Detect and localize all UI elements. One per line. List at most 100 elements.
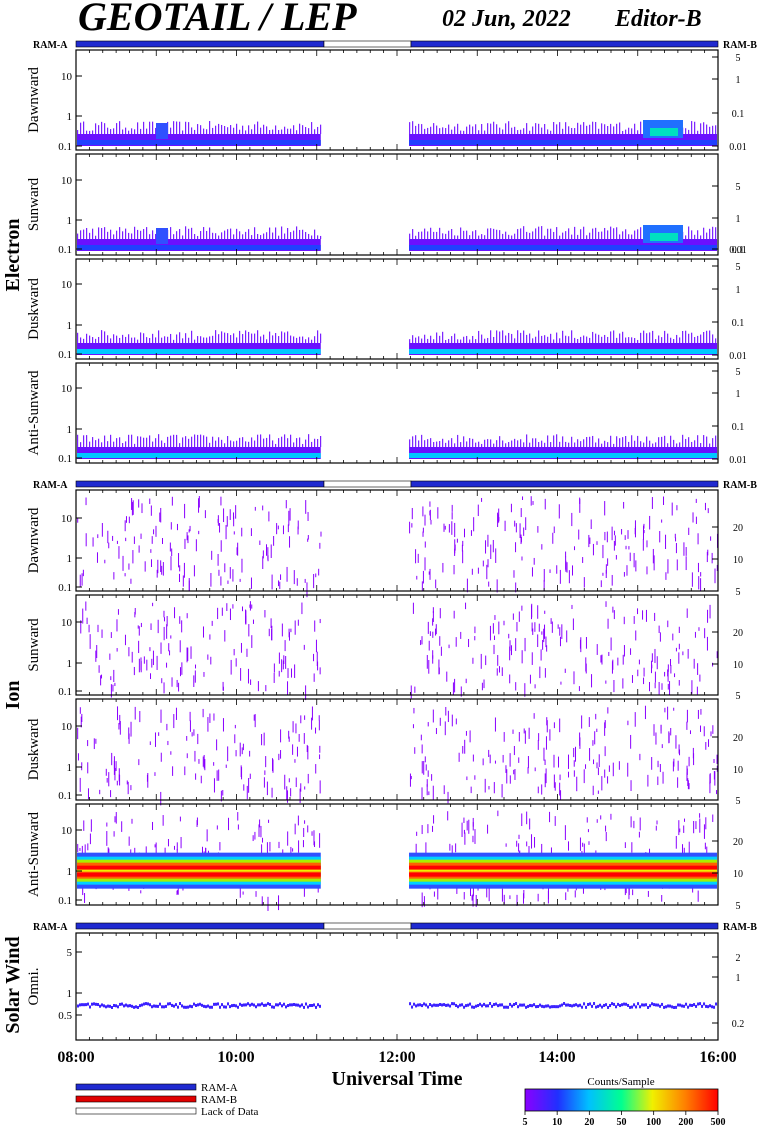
spectrogram-speck [538, 123, 540, 134]
y-tick-label-right: 0.2 [732, 1019, 745, 1030]
spectrogram-speck [628, 234, 630, 239]
spectrogram-speck [275, 1003, 277, 1007]
spectrogram-speck [533, 713, 535, 719]
spectrogram-speck [470, 530, 472, 536]
spectrogram-speck [541, 1004, 544, 1008]
spectrogram-speck [261, 837, 263, 843]
spectrogram-speck [474, 775, 476, 780]
spectrogram-speck [427, 621, 429, 634]
y-tick-label: 5 [67, 947, 73, 959]
spectrogram-speck [713, 770, 715, 780]
spectrogram-speck [427, 127, 429, 134]
spectrogram-speck [272, 129, 274, 134]
spectrogram-speck [427, 1005, 430, 1009]
spectrogram-speck [223, 508, 225, 523]
spectrogram-speck [469, 438, 471, 447]
spectrogram-speck [679, 828, 681, 833]
spectrogram-speck [511, 333, 513, 343]
spectrogram-speck [275, 125, 277, 134]
spectrogram-speck [607, 125, 609, 134]
spectrogram-speck [268, 628, 270, 637]
spectrogram-speck [583, 335, 585, 343]
spectrogram-speck [167, 436, 169, 447]
y-tick-label-right: 0.1 [732, 422, 745, 433]
spectrogram-speck [106, 831, 108, 846]
spectrogram-speck [602, 544, 604, 559]
spectrogram-speck [475, 442, 477, 447]
spectrogram-speck [239, 742, 241, 757]
spectrogram-speck [421, 761, 423, 774]
spectrogram-speck [86, 333, 88, 343]
spectrogram-speck [278, 235, 280, 239]
spectrogram-speck [499, 127, 501, 134]
spectrogram-speck [642, 610, 644, 620]
spectrogram-speck [628, 546, 630, 550]
spectrogram-speck [227, 1002, 229, 1006]
spectrogram-speck [567, 754, 569, 769]
spectrogram-speck [549, 811, 551, 823]
spectrogram-speck [77, 753, 79, 761]
spectrogram-speck [181, 620, 183, 633]
spectrogram-speck [429, 510, 431, 516]
spectrogram-speck [165, 1004, 167, 1008]
spectrogram-speck [472, 883, 474, 897]
spectrogram-speck [619, 333, 621, 343]
spectrogram-speck [520, 228, 522, 239]
spectrogram-speck [433, 339, 435, 343]
spectrogram-speck [134, 706, 136, 720]
spectrogram-speck [483, 679, 485, 689]
spectrogram-speck [573, 1003, 576, 1007]
spectrogram-speck [176, 890, 178, 895]
spectrogram-speck [216, 770, 218, 781]
y-tick-label: 10 [61, 513, 73, 525]
spectrogram-speck [454, 539, 456, 554]
spectrogram-speck [421, 892, 423, 908]
spectrogram-speck [531, 603, 533, 618]
spectrogram-speck [193, 565, 195, 577]
spectrogram-speck [445, 442, 447, 447]
spectrogram-speck [182, 437, 184, 447]
spectrogram-speck [416, 575, 418, 580]
spectrogram-speck [471, 568, 473, 575]
y-tick-label: 10 [61, 721, 73, 733]
spectrogram-speck [693, 820, 695, 834]
spectrogram-speck [471, 1005, 474, 1009]
spectrogram-speck [149, 647, 151, 652]
spectrogram-speck [634, 528, 636, 535]
spectrogram-speck [114, 682, 116, 687]
spectrogram-speck [647, 1005, 650, 1009]
spectrogram-speck [433, 1003, 436, 1007]
spectrogram-speck [189, 1004, 191, 1008]
spectrogram-speck [601, 776, 603, 791]
group-label-solar-wind: Solar Wind [2, 936, 24, 1033]
spectrogram-speck [439, 717, 441, 726]
spectrogram-speck [188, 529, 190, 533]
spectrogram-speck [200, 775, 202, 784]
spectrogram-speck [485, 540, 487, 554]
spectrogram-speck [250, 577, 252, 589]
spectrogram-speck [116, 123, 118, 134]
spectrogram-speck [113, 1003, 115, 1007]
spectrogram-speck [441, 1003, 444, 1007]
spectrogram-speck [494, 717, 496, 732]
spectrogram-speck [217, 1002, 219, 1006]
spectrogram-speck [304, 820, 306, 824]
spectrogram-speck [261, 844, 263, 857]
spectrogram-speck [296, 337, 298, 343]
spectrogram-speck [179, 565, 181, 572]
spectrogram-speck [87, 843, 89, 851]
spectrogram-speck [305, 339, 307, 343]
spectrogram-speck [421, 231, 423, 239]
spectrogram-speck [307, 512, 309, 521]
spectrogram-speck [271, 758, 273, 772]
spectrogram-speck [485, 1004, 488, 1008]
spectrogram-speck [597, 790, 599, 794]
spectrogram-speck [665, 572, 667, 580]
spectrogram-speck [255, 891, 257, 897]
spectrogram-speck [206, 230, 208, 239]
spectrogram-speck [430, 519, 432, 525]
spectrogram-speck [227, 580, 229, 584]
spectrogram-speck [287, 331, 289, 343]
spectrogram-speck [221, 124, 223, 134]
spectrogram-speck [144, 561, 146, 572]
